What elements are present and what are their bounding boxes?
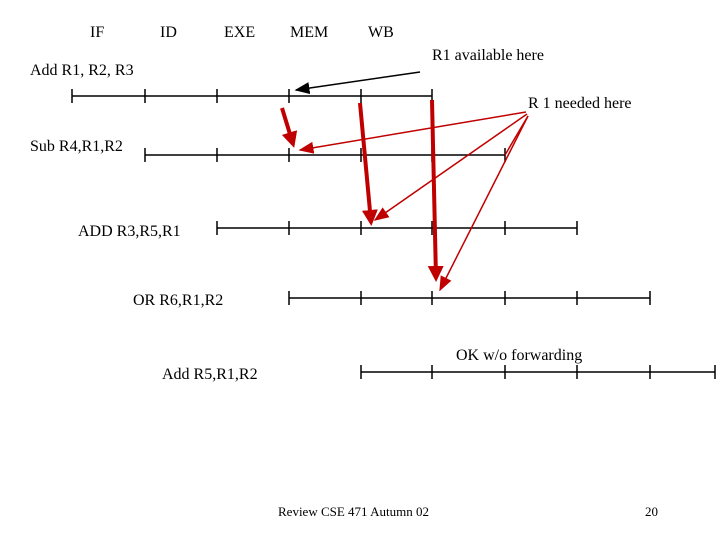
page-number: 20 [645,504,658,519]
stall-arrow [358,102,378,226]
instruction-label: Add R5,R1,R2 [162,366,258,383]
stage-headers: IF ID EXE MEM WB [90,24,394,41]
stage-label: EXE [224,24,255,41]
instruction-label: Sub R4,R1,R2 [30,138,123,155]
stage-label: MEM [290,24,328,41]
stall-arrow [427,99,444,282]
needed-line [504,115,529,156]
stage-label: WB [368,24,394,41]
annotation: R 1 needed here [528,95,632,112]
footer-text: Review CSE 471 Autumn 02 [278,504,429,519]
instruction-label: Add R1, R2, R3 [30,62,134,79]
needed-arrow [298,111,527,154]
arrows [280,71,529,292]
timeline [144,148,506,162]
needed-arrow [373,113,528,221]
stage-label: ID [160,24,177,41]
timeline [71,89,433,103]
needed-arrow [439,115,529,292]
annotation: OK w/o forwarding [456,347,582,364]
instruction-labels: Add R1, R2, R3 Sub R4,R1,R2 ADD R3,R5,R1… [30,62,258,383]
timeline [216,221,578,235]
available-arrow [294,71,421,94]
annotation: R1 available here [432,47,544,64]
instruction-label: OR R6,R1,R2 [133,292,223,309]
instruction-label: ADD R3,R5,R1 [78,223,181,240]
stall-arrow [280,107,298,148]
timeline [288,291,651,305]
stage-label: IF [90,24,104,41]
timeline [360,365,716,379]
